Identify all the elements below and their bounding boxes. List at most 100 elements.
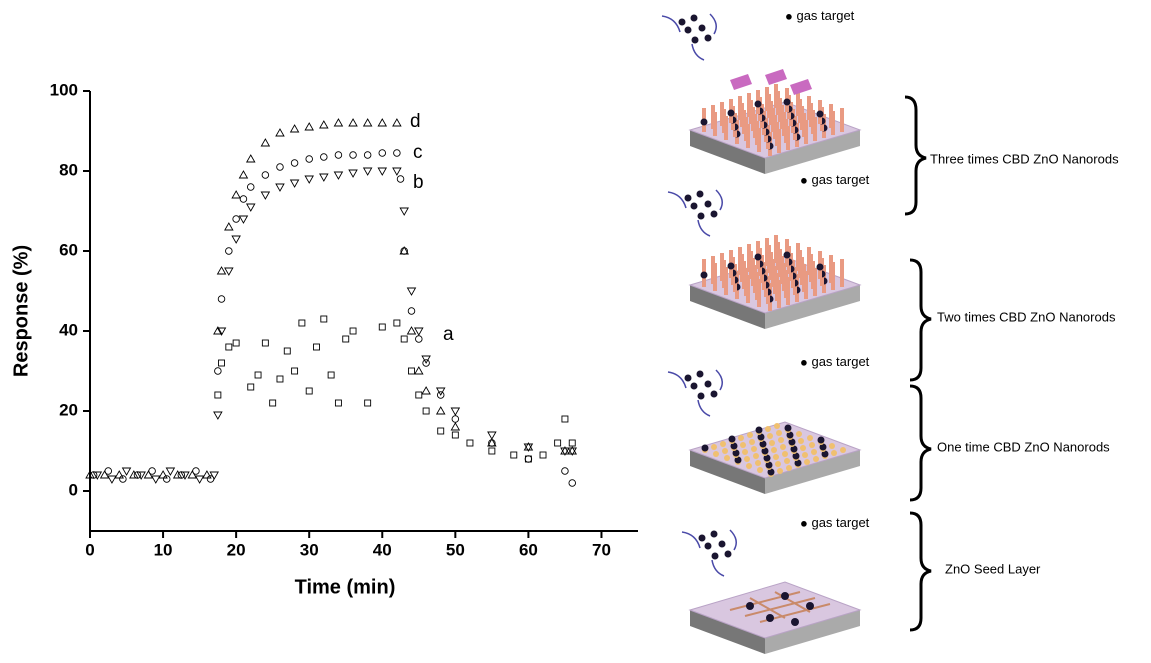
- data-point: [92, 471, 103, 480]
- data-point: [399, 246, 409, 255]
- gas-label: ● gas target: [800, 354, 870, 369]
- data-point: [99, 470, 110, 479]
- data-point: [245, 154, 256, 163]
- data-point: [304, 175, 314, 184]
- data-point: [261, 171, 270, 179]
- layer-label: Three times CBD ZnO Nanorods: [930, 151, 1119, 166]
- data-point: [107, 475, 117, 484]
- data-point: [560, 447, 570, 456]
- data-point: [289, 124, 300, 133]
- data-point: [422, 407, 430, 415]
- data-point: [392, 118, 402, 127]
- data-point: [539, 451, 547, 459]
- gas-label: ● gas target: [785, 8, 855, 23]
- data-point: [342, 335, 350, 343]
- data-point: [275, 183, 285, 192]
- data-point: [421, 386, 431, 395]
- data-point: [466, 439, 474, 447]
- y-tick-label: 60: [59, 240, 78, 259]
- data-point: [414, 327, 424, 336]
- data-point: [119, 475, 127, 483]
- y-tick-label: 0: [69, 480, 78, 499]
- data-point: [260, 191, 271, 200]
- data-point: [298, 319, 306, 327]
- data-point: [451, 415, 460, 423]
- data-point: [304, 122, 314, 131]
- data-point: [289, 179, 300, 188]
- data-point: [261, 339, 269, 347]
- data-point: [319, 120, 329, 129]
- data-point: [319, 173, 329, 182]
- data-point: [436, 391, 445, 399]
- data-point: [378, 149, 387, 157]
- data-point: [510, 451, 518, 459]
- y-axis-label: Response (%): [10, 245, 32, 377]
- data-point: [238, 170, 249, 179]
- data-point: [291, 367, 299, 375]
- diagram: Three times CBD ZnO Nanorods Two times C…: [661, 8, 1119, 655]
- data-point: [406, 287, 417, 296]
- data-point: [172, 470, 183, 479]
- data-point: [421, 355, 431, 364]
- data-point: [333, 118, 344, 127]
- x-tick-label: 70: [592, 540, 611, 559]
- data-point: [216, 266, 227, 275]
- data-point: [364, 399, 372, 407]
- data-point: [561, 415, 569, 423]
- data-point: [488, 447, 496, 455]
- layer-label: Two times CBD ZnO Nanorods: [937, 309, 1116, 324]
- data-point: [567, 447, 578, 456]
- x-tick-label: 30: [300, 540, 319, 559]
- data-point: [363, 151, 372, 159]
- y-tick-label: 100: [50, 80, 78, 99]
- data-point: [206, 475, 215, 483]
- layer-two: [689, 235, 861, 330]
- data-point: [320, 153, 328, 161]
- data-point: [396, 175, 405, 183]
- data-point: [377, 118, 388, 127]
- data-point: [216, 327, 227, 336]
- data-point: [232, 215, 240, 223]
- data-point: [348, 169, 358, 178]
- data-point: [408, 367, 415, 375]
- data-point: [246, 183, 255, 191]
- data-point: [450, 422, 461, 431]
- data-point: [320, 315, 328, 323]
- y-tick-label: 40: [59, 320, 78, 339]
- data-point: [523, 443, 534, 452]
- data-point: [414, 366, 424, 375]
- data-point: [568, 439, 576, 447]
- x-tick-label: 10: [154, 540, 173, 559]
- y-tick-label: 80: [59, 160, 78, 179]
- data-point: [349, 327, 357, 335]
- data-point: [378, 323, 386, 331]
- data-point: [400, 335, 408, 343]
- data-point: [202, 470, 212, 479]
- gas-label-text: gas target: [811, 515, 869, 530]
- x-tick-label: 40: [373, 540, 392, 559]
- data-point: [239, 195, 248, 203]
- data-point: [415, 391, 423, 399]
- data-point: [435, 387, 446, 396]
- data-point: [136, 471, 146, 480]
- data-point: [334, 399, 342, 407]
- data-point: [231, 190, 241, 199]
- data-point: [362, 167, 373, 176]
- data-point: [247, 383, 255, 391]
- data-point: [187, 470, 198, 479]
- data-point: [487, 438, 497, 447]
- data-point: [524, 455, 533, 463]
- data-point: [568, 479, 576, 487]
- data-point: [121, 467, 132, 476]
- layer-one: [689, 421, 861, 495]
- data-point: [224, 267, 234, 276]
- data-point: [407, 307, 416, 315]
- data-point: [450, 407, 461, 416]
- data-point: [290, 159, 299, 167]
- data-point: [393, 319, 401, 327]
- data-point: [276, 375, 284, 383]
- gas-label-text: gas target: [796, 8, 854, 23]
- data-point: [451, 431, 459, 439]
- data-point: [224, 222, 234, 231]
- data-point: [437, 427, 445, 435]
